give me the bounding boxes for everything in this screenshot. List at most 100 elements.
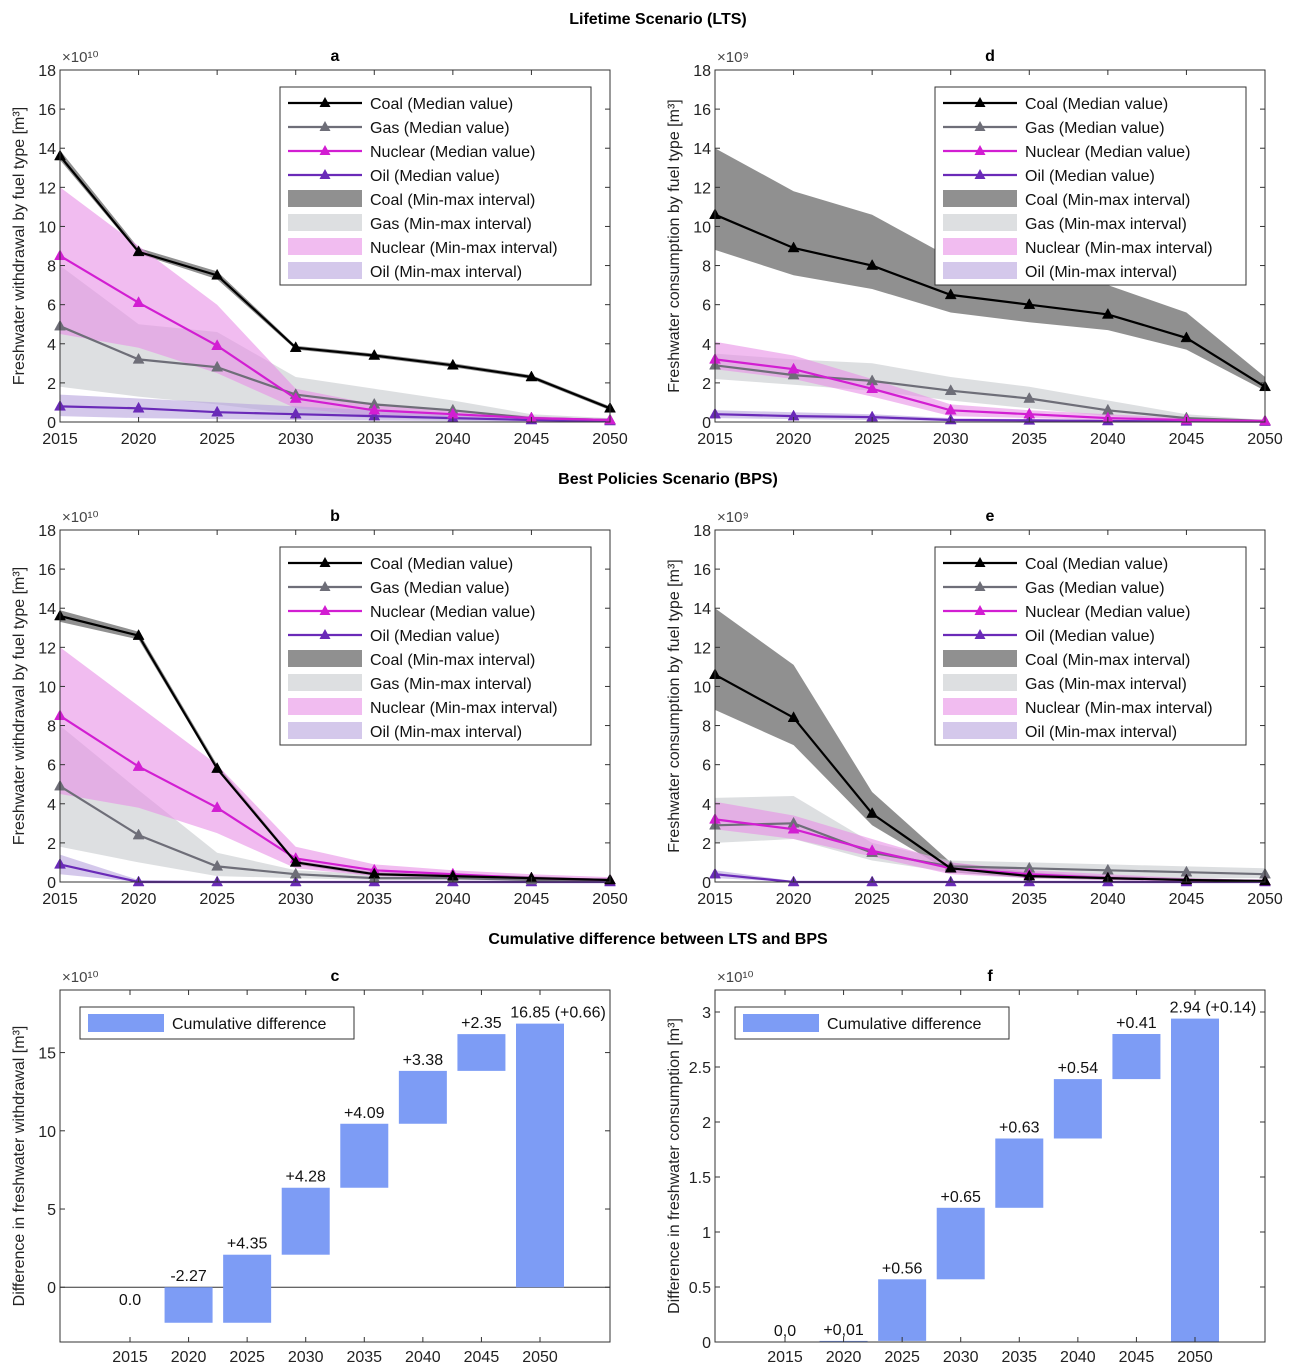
- y-axis-exponent: ×10⁹: [717, 509, 749, 526]
- bar-value-label: 2.94 (+0.14): [1170, 1000, 1257, 1017]
- bar-value-label: +0.56: [882, 1260, 923, 1277]
- x-tick-label: 2050: [1247, 891, 1283, 908]
- x-tick-label: 2020: [776, 431, 812, 448]
- y-tick-label: 16: [693, 102, 711, 119]
- y-axis-label: Freshwater withdrawal by fuel type [m³]: [11, 567, 28, 845]
- waterfall-bar: [223, 1254, 272, 1323]
- x-tick-label: 2045: [1119, 1349, 1155, 1366]
- oil-minmax-band: [715, 410, 1265, 422]
- section-title-lts: Lifetime Scenario (LTS): [569, 11, 747, 28]
- coal-median-point: [787, 241, 800, 253]
- y-axis-label: Difference in freshwater withdrawal [m³]: [11, 1026, 28, 1307]
- waterfall-bar: [281, 1187, 330, 1255]
- panel-letter: c: [331, 968, 340, 985]
- nuclear-median-line: [714, 358, 1266, 423]
- x-tick-label: 2025: [884, 1349, 920, 1366]
- oil-legend-marker: [974, 629, 986, 639]
- y-tick-label: 3: [702, 1005, 711, 1022]
- nuclear-median-point: [866, 844, 879, 855]
- x-tick-label: 2045: [464, 1349, 500, 1366]
- bar-value-label: 0,0: [774, 1323, 796, 1340]
- legend-label: Coal (Median value): [370, 556, 513, 573]
- oil-legend-swatch: [943, 722, 1017, 739]
- legend-label: Cumulative difference: [172, 1016, 327, 1033]
- x-tick-label: 2015: [767, 1349, 803, 1366]
- x-tick-label: 2045: [514, 891, 550, 908]
- legend-label: Coal (Min-max interval): [370, 652, 535, 669]
- waterfall-bar: [516, 1023, 564, 1288]
- bar-value-label: +4.09: [344, 1105, 385, 1122]
- nuclear-median-point: [132, 760, 145, 771]
- x-tick-label: 2040: [405, 1349, 441, 1366]
- y-tick-label: 16: [693, 562, 711, 579]
- coal-median-point: [944, 861, 957, 873]
- coal-median-point: [132, 629, 145, 640]
- bar-value-label: +4.28: [285, 1169, 326, 1186]
- panel-c: 0.0 -2.27 +4.35 +4.28 +4.09 +3.38 +2.35 16.85 (…: [11, 968, 611, 1366]
- nuclear-legend-swatch: [288, 698, 362, 715]
- x-tick-label: 2040: [1060, 1349, 1096, 1366]
- y-axis-label: Freshwater consumption by fuel type [m³]: [666, 99, 683, 392]
- x-tick-label: 2030: [933, 891, 969, 908]
- coal-median-point: [446, 358, 459, 370]
- y-tick-label: 8: [702, 259, 711, 276]
- coal-median-point: [1023, 298, 1036, 309]
- y-tick-label: 12: [38, 180, 56, 197]
- gas-legend-swatch: [288, 674, 362, 691]
- bar-value-label: +2.35: [461, 1015, 502, 1032]
- legend-label: Nuclear (Min-max interval): [1025, 700, 1213, 717]
- x-tick-label: 2050: [522, 1349, 558, 1366]
- y-tick-label: 4: [47, 337, 56, 354]
- legend-label: Gas (Median value): [370, 120, 510, 137]
- y-tick-label: 16: [38, 102, 56, 119]
- x-tick-label: 2030: [943, 1349, 979, 1366]
- x-tick-label: 2045: [1169, 431, 1205, 448]
- coal-median-point: [289, 341, 302, 352]
- x-tick-label: 2020: [826, 1349, 862, 1366]
- bar-value-label: +0.41: [1116, 1015, 1157, 1032]
- y-tick-label: 10: [693, 679, 711, 696]
- oil-minmax-band: [60, 394, 610, 422]
- coal-legend-marker: [319, 97, 331, 107]
- coal-legend-swatch: [288, 650, 362, 667]
- x-tick-label: 2025: [854, 891, 890, 908]
- panel-letter: e: [986, 508, 995, 525]
- x-tick-label: 2035: [346, 1349, 382, 1366]
- coal-legend-marker: [319, 557, 331, 567]
- x-tick-label: 2040: [435, 431, 471, 448]
- y-tick-label: 12: [693, 640, 711, 657]
- oil-median-point: [211, 405, 224, 417]
- nuclear-legend-swatch: [943, 698, 1017, 715]
- nuclear-minmax-band: [715, 341, 1265, 422]
- gas-legend-marker: [319, 581, 331, 591]
- y-tick-label: 18: [38, 63, 56, 80]
- y-tick-label: 4: [47, 797, 56, 814]
- legend-label: Cumulative difference: [827, 1016, 982, 1033]
- y-tick-label: 8: [702, 719, 711, 736]
- panel-b: 0 2 4 6 8 10 12 14 16 18 2015 2020 2025 2030 2035 2040 2…: [11, 508, 628, 908]
- panel-d: 0 2 4 6 8 10 12 14 16 18 2015 2020 2025 2030 2035 2040 2…: [666, 48, 1283, 448]
- coal-legend-marker: [974, 557, 986, 567]
- y-tick-label: 14: [38, 601, 56, 618]
- y-tick-label: 0: [702, 1335, 711, 1352]
- panel-f-axes-box: [714, 989, 1266, 1343]
- coal-median-line: [714, 673, 1266, 883]
- gas-median-point: [944, 384, 957, 395]
- legend-label: Coal (Min-max interval): [370, 192, 535, 209]
- y-tick-label: 2: [47, 376, 56, 393]
- legend-label: Nuclear (Median value): [370, 604, 535, 621]
- y-tick-label: 0: [702, 875, 711, 892]
- coal-median-point: [944, 288, 957, 300]
- oil-legend-marker: [319, 169, 331, 179]
- legend-label: Coal (Median value): [1025, 556, 1168, 573]
- nuclear-legend-swatch: [288, 238, 362, 255]
- x-tick-label: 2040: [1090, 431, 1126, 448]
- oil-legend-swatch: [288, 722, 362, 739]
- legend-label: Oil (Min-max interval): [1025, 724, 1177, 741]
- legend-label: Coal (Min-max interval): [1025, 192, 1190, 209]
- gas-legend-swatch: [288, 214, 362, 231]
- x-tick-label: 2015: [697, 891, 733, 908]
- y-tick-label: 6: [47, 758, 56, 775]
- panel-e-axes-box: [714, 529, 1266, 883]
